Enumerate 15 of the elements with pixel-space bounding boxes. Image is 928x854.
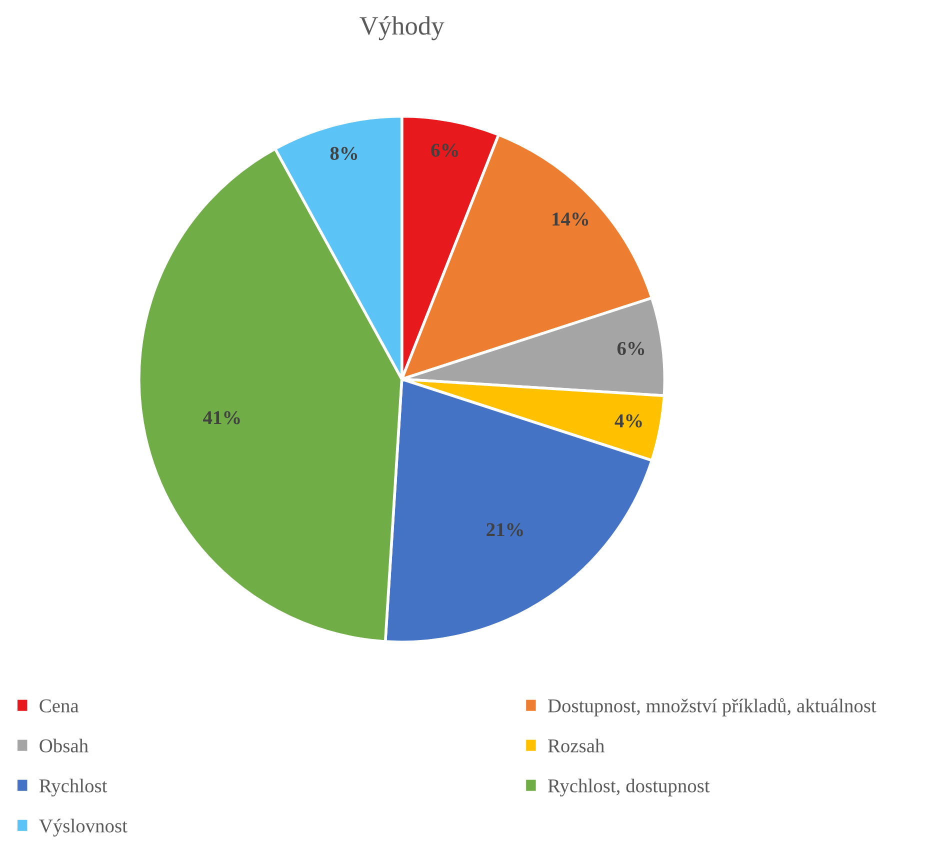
legend-label: Rychlost xyxy=(39,778,108,796)
data-label: 4% xyxy=(614,414,642,428)
data-label: 6% xyxy=(431,144,458,157)
legend-label: Rozsah xyxy=(548,738,604,752)
data-label: 8% xyxy=(330,146,358,160)
data-label: 41% xyxy=(203,411,240,424)
legend-label: Cena xyxy=(40,699,79,712)
legend-label: Rychlost, dostupnost xyxy=(548,778,710,796)
legend-label: Obsah xyxy=(40,738,88,752)
data-label: 6% xyxy=(617,342,644,356)
chart-title: Výhody xyxy=(360,16,444,40)
legend-label: Výslovnost xyxy=(39,818,128,836)
legend-label: Dostupnost, množství příkladů, aktuálnost xyxy=(548,698,876,716)
data-label: 14% xyxy=(552,212,588,226)
data-label: 21% xyxy=(486,523,523,536)
